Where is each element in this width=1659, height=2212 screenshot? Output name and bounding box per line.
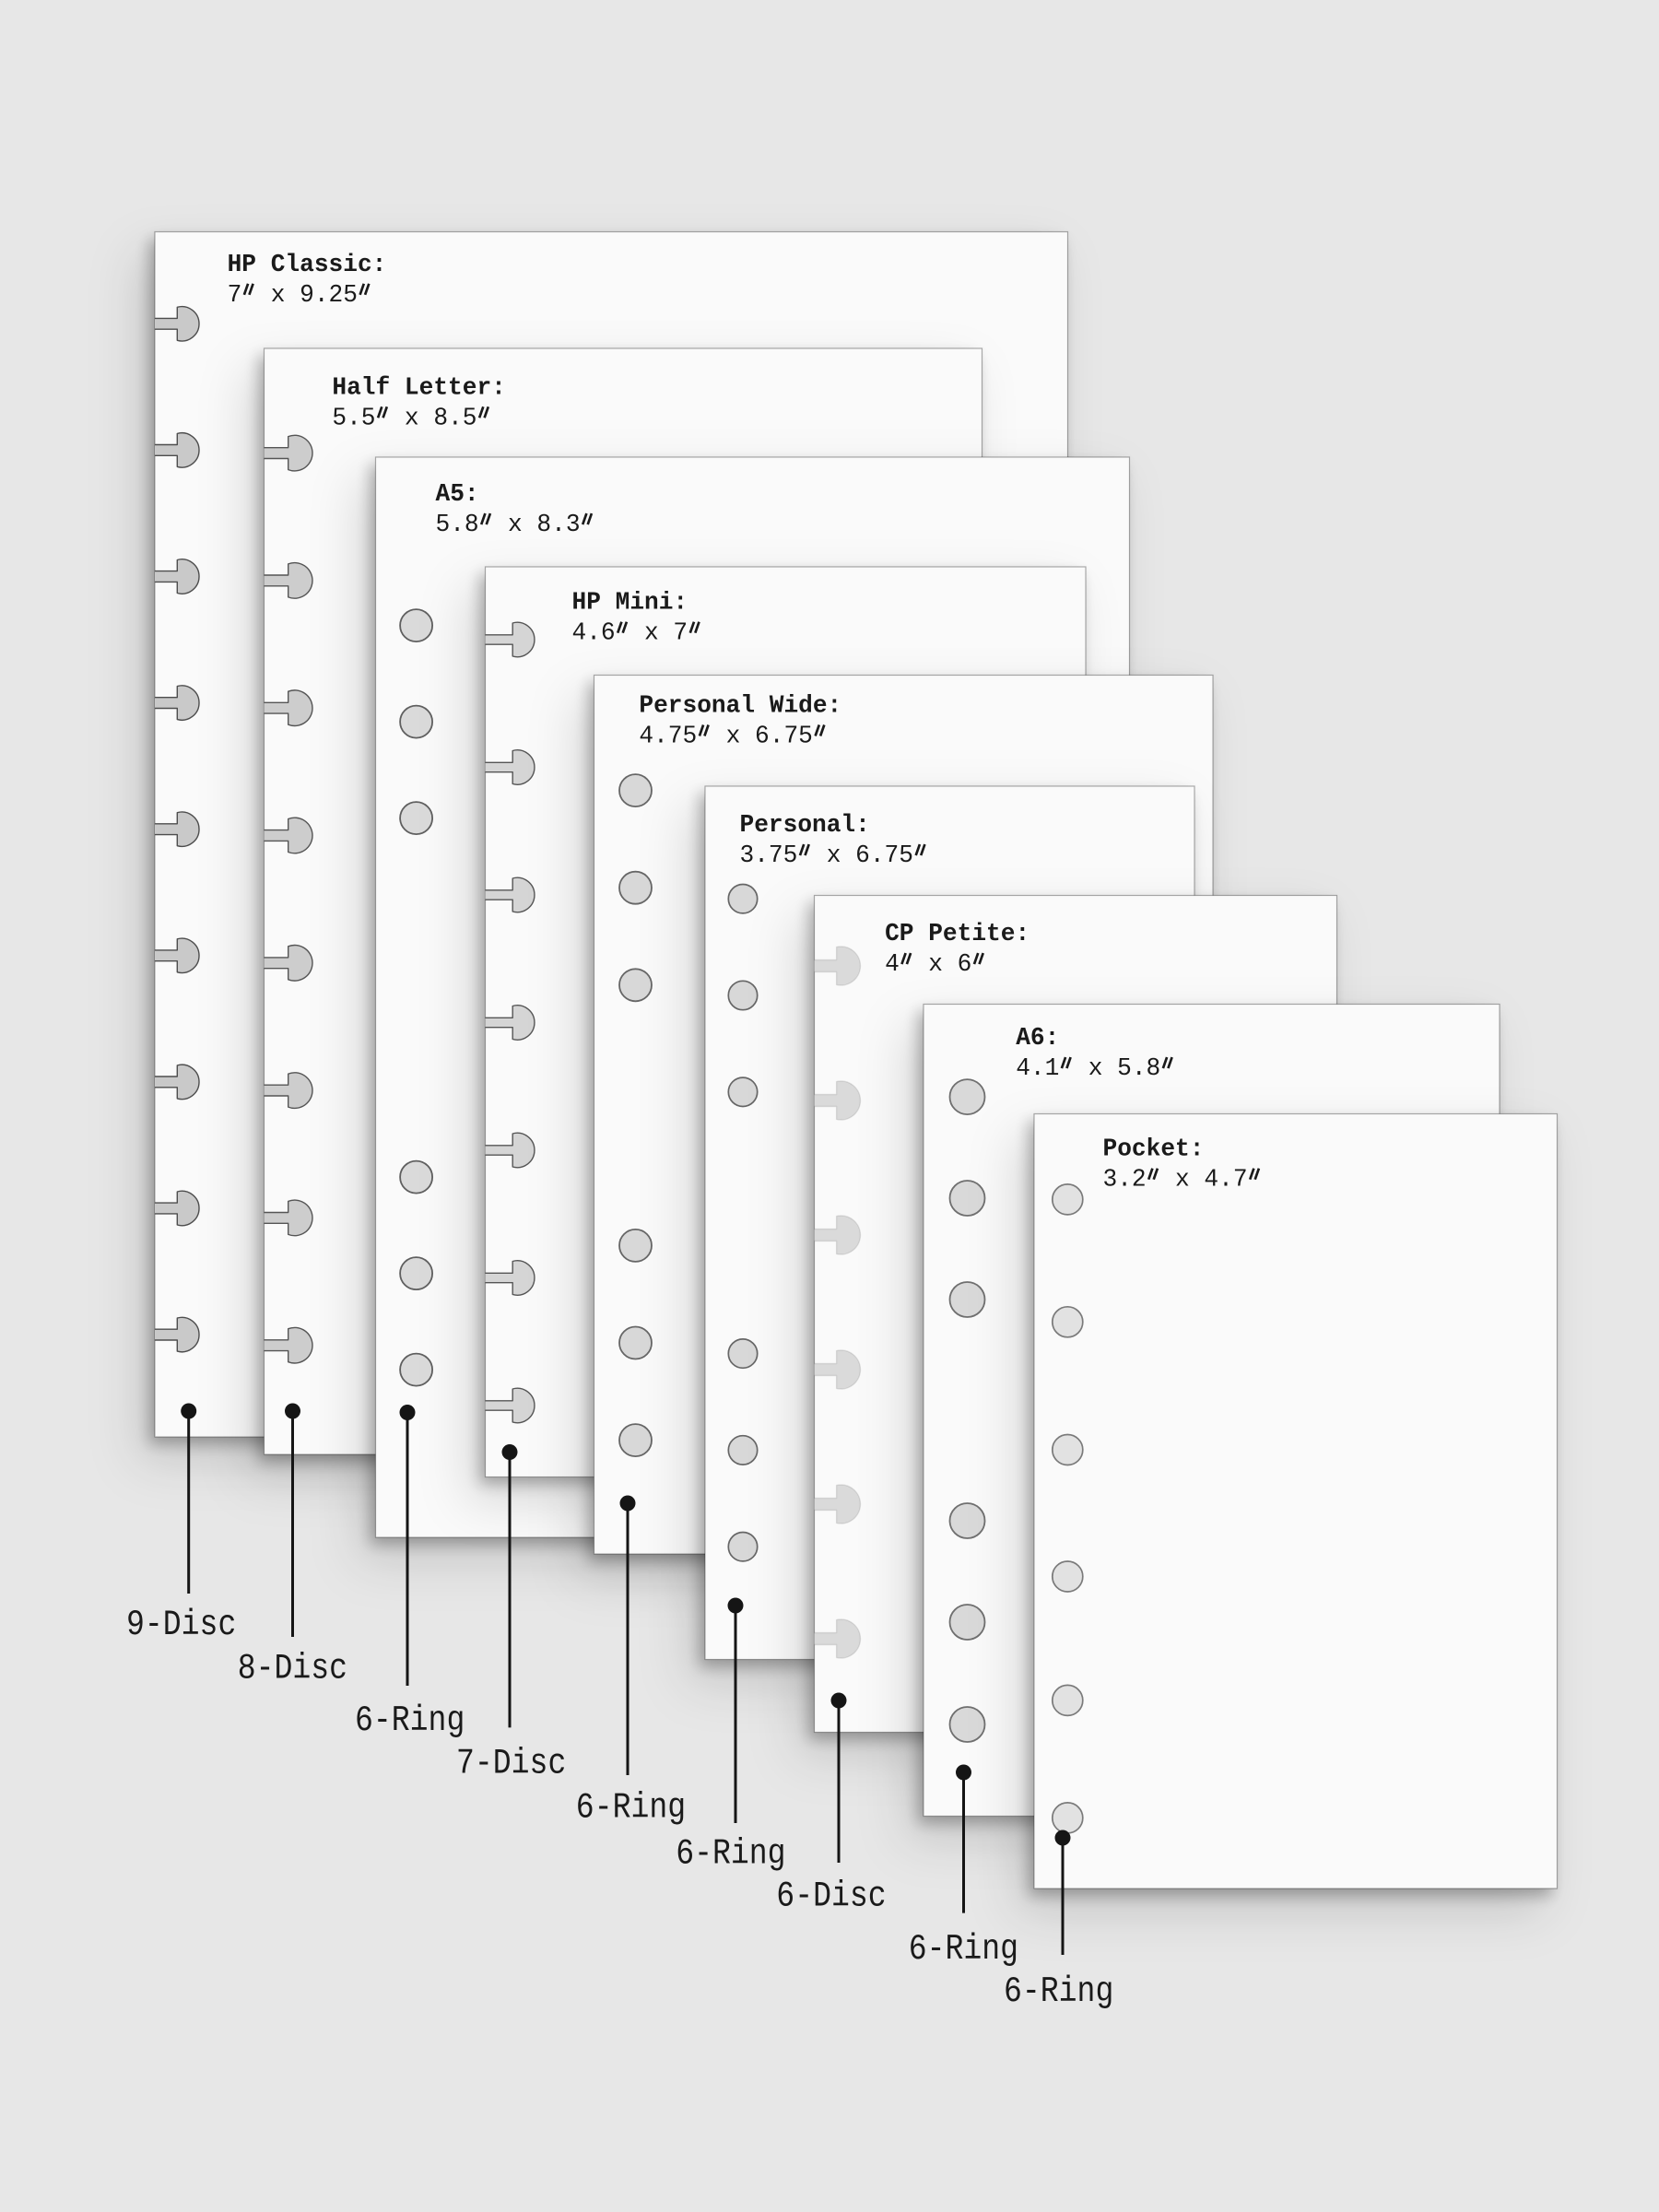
svg-text:Half Letter:: Half Letter: bbox=[332, 373, 505, 401]
svg-text:HP Mini:: HP Mini: bbox=[572, 588, 688, 616]
svg-text:4.75 x 6.75: 4.75 x 6.75 bbox=[639, 722, 827, 749]
svg-text:6-Ring: 6-Ring bbox=[676, 1833, 785, 1874]
svg-text:Personal Wide:: Personal Wide: bbox=[639, 691, 841, 719]
svg-text:9-Disc: 9-Disc bbox=[126, 1604, 236, 1644]
svg-text:A6:: A6: bbox=[1016, 1024, 1059, 1052]
svg-text:6-Ring: 6-Ring bbox=[1004, 1971, 1113, 2012]
svg-text:4 x 6: 4 x 6 bbox=[885, 950, 986, 978]
svg-text:3.2 x 4.7: 3.2 x 4.7 bbox=[1103, 1165, 1263, 1193]
svg-text:CP Petite:: CP Petite: bbox=[885, 920, 1030, 947]
svg-text:4.6 x 7: 4.6 x 7 bbox=[572, 618, 702, 646]
svg-text:6-Disc: 6-Disc bbox=[776, 1876, 886, 1916]
svg-text:4.1 x 5.8: 4.1 x 5.8 bbox=[1016, 1054, 1175, 1082]
svg-text:A5:: A5: bbox=[436, 480, 479, 508]
svg-text:5.5 x 8.5: 5.5 x 8.5 bbox=[332, 404, 491, 431]
svg-text:Personal:: Personal: bbox=[740, 811, 870, 839]
svg-text:6-Ring: 6-Ring bbox=[355, 1700, 465, 1740]
svg-text:HP Classic:: HP Classic: bbox=[228, 250, 387, 277]
svg-text:3.75 x 6.75: 3.75 x 6.75 bbox=[740, 841, 928, 869]
svg-text:7-Disc: 7-Disc bbox=[456, 1743, 566, 1783]
svg-text:6-Ring: 6-Ring bbox=[909, 1929, 1018, 1970]
svg-text:5.8 x 8.3: 5.8 x 8.3 bbox=[436, 511, 595, 538]
svg-text:8-Disc: 8-Disc bbox=[238, 1648, 347, 1688]
svg-text:Pocket:: Pocket: bbox=[1103, 1135, 1205, 1162]
svg-text:6-Ring: 6-Ring bbox=[576, 1787, 686, 1828]
